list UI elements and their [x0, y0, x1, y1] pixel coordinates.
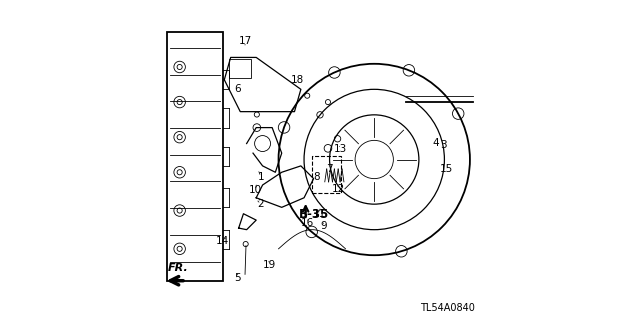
Text: 2: 2: [258, 199, 264, 209]
Text: 16: 16: [301, 218, 314, 228]
Bar: [167, 32, 223, 281]
Text: B-35: B-35: [300, 208, 330, 221]
Text: 19: 19: [262, 260, 276, 270]
Text: 7: 7: [326, 164, 333, 174]
Text: 9: 9: [320, 221, 326, 232]
Text: 1: 1: [258, 172, 264, 182]
Text: 5: 5: [234, 272, 241, 283]
Text: TL54A0840: TL54A0840: [420, 303, 475, 313]
Text: 8: 8: [314, 172, 320, 182]
Text: 3: 3: [440, 140, 447, 150]
Text: 6: 6: [234, 84, 241, 94]
Bar: [312, 156, 340, 193]
Text: 4: 4: [432, 138, 439, 148]
Text: 10: 10: [249, 185, 262, 196]
Text: 12: 12: [332, 184, 345, 194]
Text: 15: 15: [440, 164, 453, 174]
Text: 14: 14: [216, 236, 229, 246]
Text: 13: 13: [333, 144, 347, 154]
Text: FR.: FR.: [168, 263, 188, 273]
Bar: [229, 59, 252, 78]
Text: 17: 17: [239, 36, 252, 47]
Text: 18: 18: [291, 75, 304, 85]
Text: 11: 11: [312, 209, 326, 219]
